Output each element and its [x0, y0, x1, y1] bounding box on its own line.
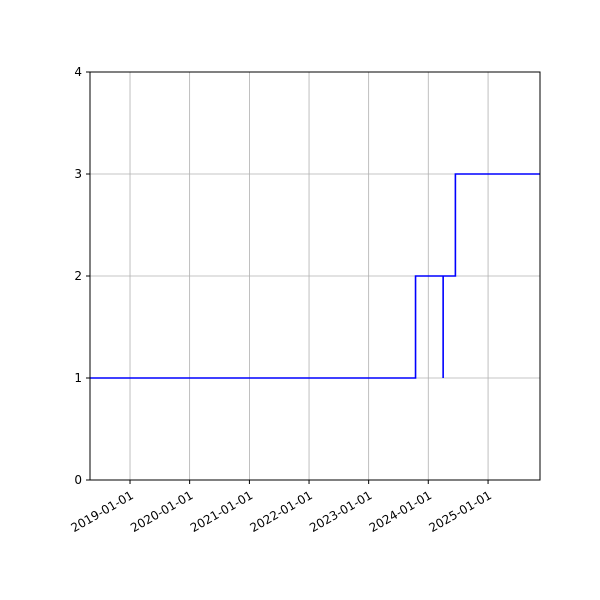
y-tick-label: 0 [74, 473, 82, 487]
y-tick-label: 3 [74, 167, 82, 181]
y-tick-label: 4 [74, 65, 82, 79]
y-tick-label: 2 [74, 269, 82, 283]
series-layer [90, 173, 540, 379]
series-line [90, 173, 540, 379]
y-tick-label: 1 [74, 371, 82, 385]
